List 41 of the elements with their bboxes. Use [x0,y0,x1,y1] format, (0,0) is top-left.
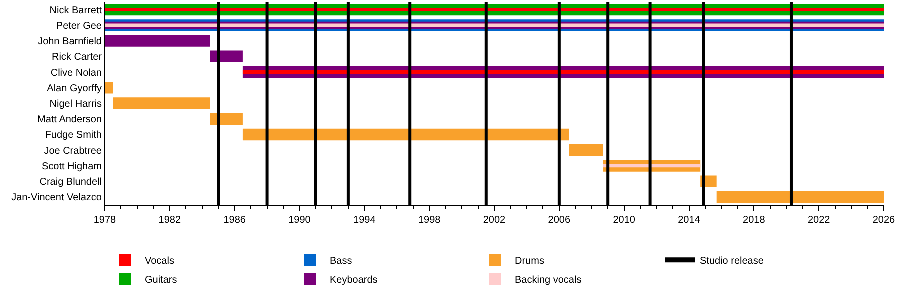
bar [242,128,570,141]
x-tick-label: 2002 [483,215,506,226]
bar [105,35,210,47]
y-tick-label: Scott Higham [42,161,102,172]
y-tick-label: Nick Barrett [50,5,102,16]
x-tick-label: 1978 [94,215,117,226]
y-tick-label: Jan-Vincent Velazco [12,192,102,204]
bar [105,82,114,94]
bar [716,191,884,204]
x-tick-label: 2018 [743,215,766,226]
x-tick-label: 2006 [548,215,571,226]
x-tick-label: 2014 [678,215,701,226]
bar [105,8,884,12]
x-tick-label: 1986 [224,215,246,226]
y-tick-label: Nigel Harris [50,99,102,110]
legend-label: Studio release [700,256,764,267]
y-tick-label: Rick Carter [52,52,103,64]
legend-label: Guitars [145,275,178,286]
x-tick-label: 2026 [872,215,896,226]
x-tick-label: 1998 [418,215,442,226]
legend-label: Drums [515,256,544,267]
y-tick-label: Clive Nolan [50,68,102,79]
y-tick-label: John Barnfield [38,36,102,48]
legend-label: Bass [330,256,352,267]
y-tick-label: Matt Anderson [38,114,102,126]
y-tick-label: Alan Gyorffy [47,83,102,94]
x-tick-label: 1994 [354,215,376,226]
x-tick-label: 2022 [808,215,831,226]
x-tick-label: 2010 [613,215,636,226]
legend-label: Backing vocals [515,275,582,286]
y-tick-label: Peter Gee [56,20,102,32]
y-tick-label: Fudge Smith [45,130,102,142]
x-tick-label: 1990 [288,215,312,226]
y-tick-label: Joe Crabtree [44,146,102,157]
bar [569,144,604,156]
bar [603,164,701,168]
legend-label: Keyboards [330,275,378,286]
legend-label: Vocals [145,256,174,267]
y-tick-label: Craig Blundell [40,177,102,188]
bar [113,98,210,110]
x-tick-label: 1982 [158,215,182,226]
